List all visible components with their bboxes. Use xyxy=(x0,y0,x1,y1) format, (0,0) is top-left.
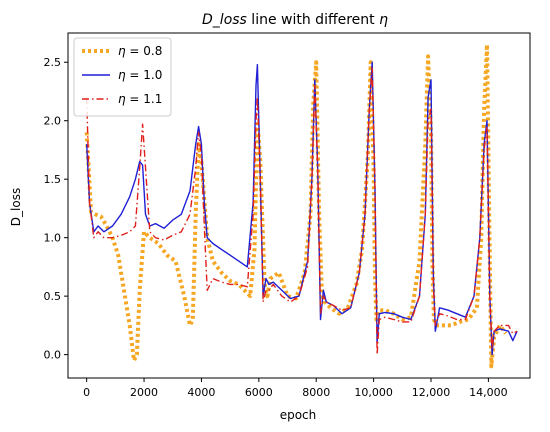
legend-label-1: η = 1.0 xyxy=(118,68,162,82)
title-part: η xyxy=(379,12,388,28)
legend: η = 0.8 η = 1.0 η = 1.1 xyxy=(73,37,172,117)
y-axis: 0.0 0.5 1.0 1.5 2.0 2.5 xyxy=(44,56,68,362)
y-tick-label: 1.5 xyxy=(44,173,62,186)
chart-title: D_loss line with different η xyxy=(202,12,388,28)
series-line-0 xyxy=(84,42,508,369)
legend-label-0: η = 0.8 xyxy=(118,44,162,58)
series-line-2 xyxy=(86,67,518,356)
x-tick-label: 4000 xyxy=(187,386,215,399)
x-tick-label: 10,000 xyxy=(354,386,393,399)
y-axis-label: D_loss xyxy=(9,188,23,226)
title-part: D_loss xyxy=(202,12,247,28)
x-tick-label: 8000 xyxy=(302,386,330,399)
x-tick-label: 12,000 xyxy=(412,386,451,399)
series-line-1 xyxy=(86,61,518,356)
y-tick-label: 1.0 xyxy=(44,232,62,245)
y-tick-label: 0.0 xyxy=(44,349,62,362)
x-tick-label: 2000 xyxy=(130,386,158,399)
x-axis-label: epoch xyxy=(280,408,317,422)
x-tick-label: 14,000 xyxy=(469,386,508,399)
legend-label-2: η = 1.1 xyxy=(118,92,162,106)
plot-area xyxy=(84,42,518,369)
y-tick-label: 2.5 xyxy=(44,56,62,69)
legend-box xyxy=(73,37,172,117)
plot-frame xyxy=(67,32,531,379)
x-tick-label: 6000 xyxy=(245,386,273,399)
y-tick-label: 0.5 xyxy=(44,290,62,303)
x-axis: 0 2000 4000 6000 8000 10,000 12,000 14,000 xyxy=(83,378,508,399)
x-tick-label: 0 xyxy=(83,386,90,399)
y-tick-label: 2.0 xyxy=(44,115,62,128)
title-part: line with different xyxy=(247,12,379,28)
